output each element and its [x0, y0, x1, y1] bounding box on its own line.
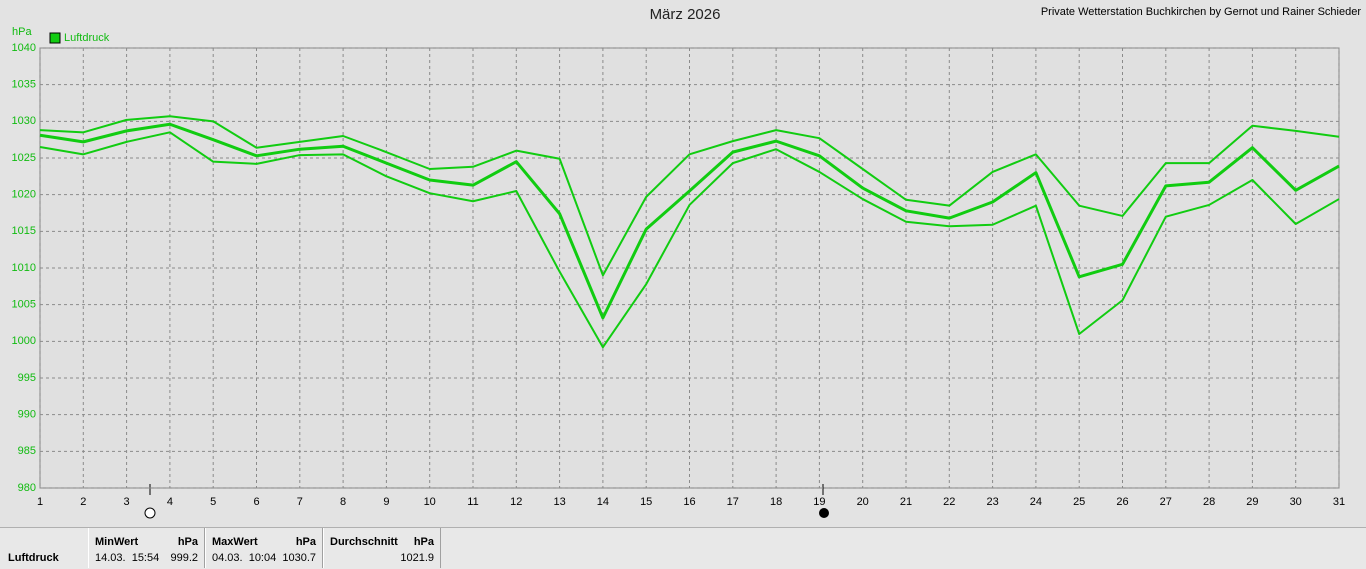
- y-tick-label: 1000: [12, 335, 36, 347]
- x-tick-label: 20: [857, 496, 869, 508]
- x-tick-label: 6: [253, 496, 259, 508]
- legend-swatch: [49, 32, 61, 44]
- series-line: [39, 115, 1340, 277]
- x-tick-label: 24: [1030, 496, 1042, 508]
- stats-time: 14.03. 15:54: [95, 552, 160, 564]
- stats-cell: MaxWert hPa 04.03. 10:04 1030.7: [205, 528, 323, 568]
- x-tick-label: 4: [167, 496, 173, 508]
- chart: März 2026 Private Wetterstation Buchkirc…: [12, 6, 1362, 519]
- x-tick-label: 13: [553, 496, 565, 508]
- x-tick-label: 29: [1246, 496, 1258, 508]
- full-moon-icon: [144, 507, 156, 519]
- stats-cell: MinWert hPa 14.03. 15:54 999.2: [88, 528, 205, 568]
- stats-unit: hPa: [295, 536, 316, 548]
- x-tick-label: 28: [1203, 496, 1215, 508]
- stats-row-label: Luftdruck: [8, 552, 59, 564]
- stats-unit: hPa: [413, 536, 434, 548]
- credit: Private Wetterstation Buchkirchen by Ger…: [1041, 6, 1362, 18]
- x-tick-label: 19: [813, 496, 825, 508]
- stats-time: 04.03. 10:04: [212, 552, 277, 564]
- series-line: [39, 122, 1340, 320]
- x-tick-label: 10: [424, 496, 436, 508]
- y-tick-label: 1010: [12, 262, 36, 274]
- stats-cell: Durchschnitt hPa 1021.9: [323, 528, 441, 568]
- legend-label: Luftdruck: [64, 32, 110, 44]
- x-tick-label: 2: [80, 496, 86, 508]
- series-line: [39, 131, 1340, 349]
- stats-table: Luftdruck MinWert hPa 14.03. 15:54 999.2 Max…: [0, 527, 1366, 569]
- x-tick-label: 3: [124, 496, 130, 508]
- y-tick-label: 1015: [12, 225, 36, 237]
- x-tick-label: 8: [340, 496, 346, 508]
- x-tick-label: 25: [1073, 496, 1085, 508]
- x-tick-label: 16: [683, 496, 695, 508]
- x-tick-label: 27: [1160, 496, 1172, 508]
- y-tick-label: 980: [18, 482, 36, 494]
- x-tick-label: 21: [900, 496, 912, 508]
- stats-unit: hPa: [177, 536, 198, 548]
- y-tick-label: 1030: [12, 115, 36, 127]
- new-moon-icon: [819, 508, 829, 518]
- chart-title: März 2026: [650, 6, 721, 23]
- stats-header: Durchschnitt: [330, 536, 398, 548]
- x-tick-label: 9: [383, 496, 389, 508]
- y-tick-label: 985: [18, 445, 36, 457]
- y-tick-label: 1040: [12, 42, 36, 54]
- y-tick-label: 1020: [12, 189, 36, 201]
- stats-header: MaxWert: [212, 536, 258, 548]
- x-tick-label: 17: [727, 496, 739, 508]
- x-tick-label: 12: [510, 496, 522, 508]
- y-tick-label: 1035: [12, 79, 36, 91]
- y-tick-label: 995: [18, 372, 36, 384]
- x-tick-label: 11: [467, 496, 478, 508]
- x-tick-label: 30: [1290, 496, 1302, 508]
- x-tick-label: 26: [1116, 496, 1128, 508]
- x-tick-label: 5: [210, 496, 216, 508]
- x-tick-label: 7: [297, 496, 303, 508]
- x-tick-label: 1: [37, 496, 43, 508]
- y-tick-label: 1005: [12, 299, 36, 311]
- x-tick-label: 15: [640, 496, 652, 508]
- stats-value: 1021.9: [400, 552, 434, 564]
- x-tick-label: 14: [597, 496, 609, 508]
- x-tick-label: 23: [986, 496, 998, 508]
- stats-value: 999.2: [170, 552, 198, 564]
- x-tick-label: 22: [943, 496, 955, 508]
- y-tick-label: 1025: [12, 152, 36, 164]
- stats-header: MinWert: [95, 536, 139, 548]
- y-tick-label: 990: [18, 409, 36, 421]
- x-tick-label: 18: [770, 496, 782, 508]
- y-axis-label: hPa: [12, 26, 32, 38]
- x-tick-label: 31: [1333, 496, 1345, 508]
- stats-value: 1030.7: [282, 552, 316, 564]
